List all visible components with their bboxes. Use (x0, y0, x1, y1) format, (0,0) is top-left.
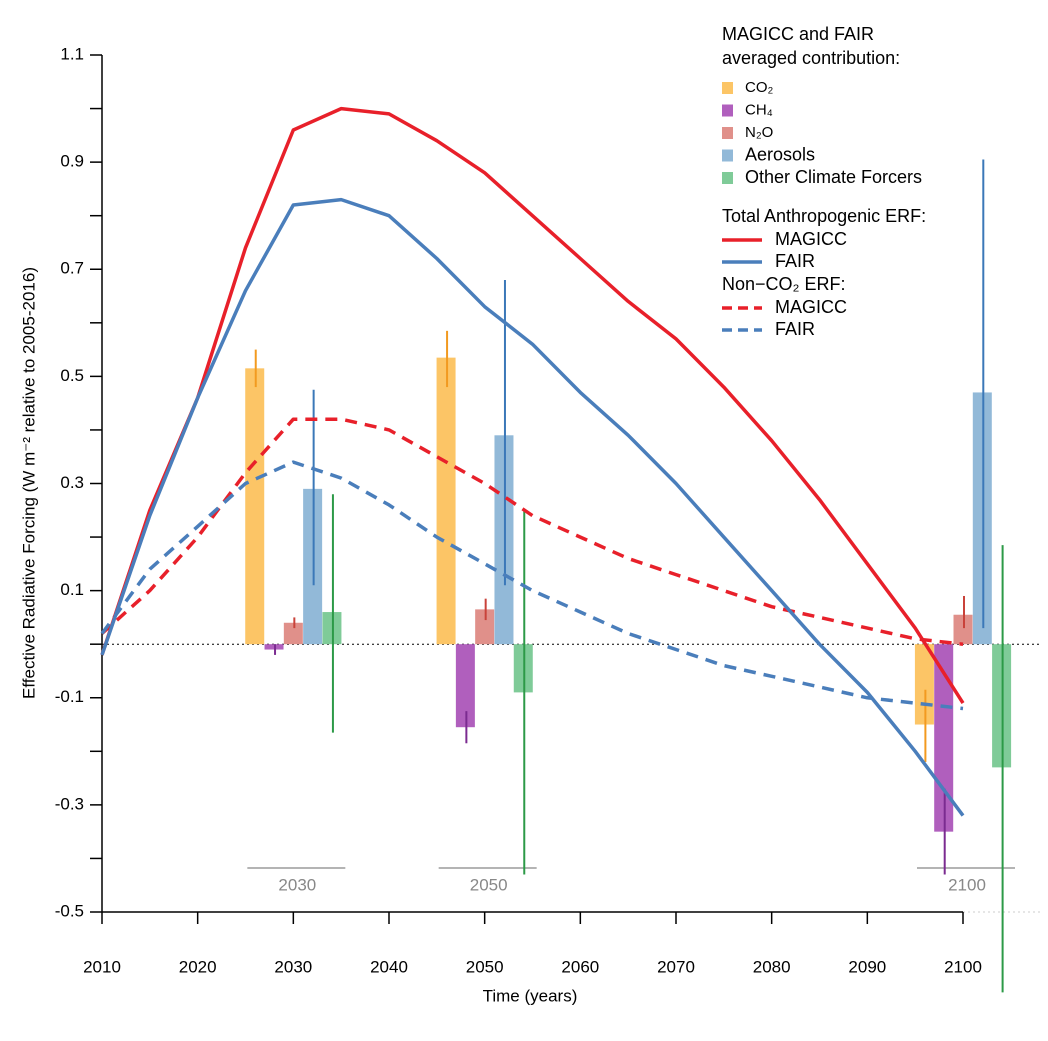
y-tick-label: 0.1 (60, 580, 84, 599)
legend-title: Non−CO₂ ERF: (722, 274, 846, 294)
group-label: 2050 (470, 875, 508, 894)
y-tick-label: 0.9 (60, 152, 84, 171)
legend-swatch (722, 82, 733, 94)
legend-label: FAIR (775, 251, 815, 271)
x-tick-label: 2050 (466, 957, 504, 976)
legend-label: MAGICC (775, 229, 847, 249)
legend-swatch (722, 127, 733, 139)
legend-label: Other Climate Forcers (745, 167, 922, 187)
x-tick-label: 2040 (370, 957, 408, 976)
legend-title: MAGICC and FAIR (722, 24, 874, 44)
bar (436, 357, 456, 645)
line-series (100, 106, 965, 705)
bar (475, 609, 495, 645)
y-tick-label: -0.1 (55, 687, 84, 706)
legend-swatch (722, 104, 733, 117)
y-tick-label: 1.1 (60, 44, 84, 63)
x-tick-label: 2030 (274, 957, 312, 976)
legend-label: CO₂ (745, 79, 774, 96)
legend-label: MAGICC (775, 297, 847, 317)
x-tick-label: 2060 (561, 957, 599, 976)
y-tick-label: -0.3 (55, 794, 84, 813)
bar (283, 622, 303, 645)
y-axis-title: Effective Radiative Forcing (W m⁻² relat… (19, 267, 38, 699)
y-tick-label: 0.7 (60, 259, 84, 278)
legend-label: FAIR (775, 319, 815, 339)
legend-label: CH₄ (745, 101, 773, 118)
line-series (100, 197, 965, 817)
bar (245, 368, 265, 645)
line-series (100, 417, 964, 646)
x-tick-label: 2100 (944, 957, 982, 976)
y-tick-label: 0.3 (60, 473, 84, 492)
y-tick-label: -0.5 (55, 901, 84, 920)
group-label: 2100 (948, 875, 986, 894)
x-tick-label: 2070 (657, 957, 695, 976)
x-tick-label: 2020 (179, 957, 217, 976)
bar (455, 644, 475, 728)
legend-title: averaged contribution: (722, 48, 900, 68)
legend-label: Aerosols (745, 144, 815, 164)
x-tick-label: 2010 (83, 957, 121, 976)
line-series (100, 460, 964, 711)
legend-title: Total Anthropogenic ERF: (722, 206, 926, 226)
legend-label: N₂O (745, 124, 773, 141)
legend-swatch (722, 172, 733, 184)
legend-swatch (722, 149, 733, 162)
x-tick-label: 2090 (848, 957, 886, 976)
x-axis-title: Time (years) (483, 986, 578, 1005)
bar (953, 614, 973, 645)
y-tick-label: 0.5 (60, 366, 84, 385)
x-tick-label: 2080 (753, 957, 791, 976)
group-label: 2030 (278, 875, 316, 894)
